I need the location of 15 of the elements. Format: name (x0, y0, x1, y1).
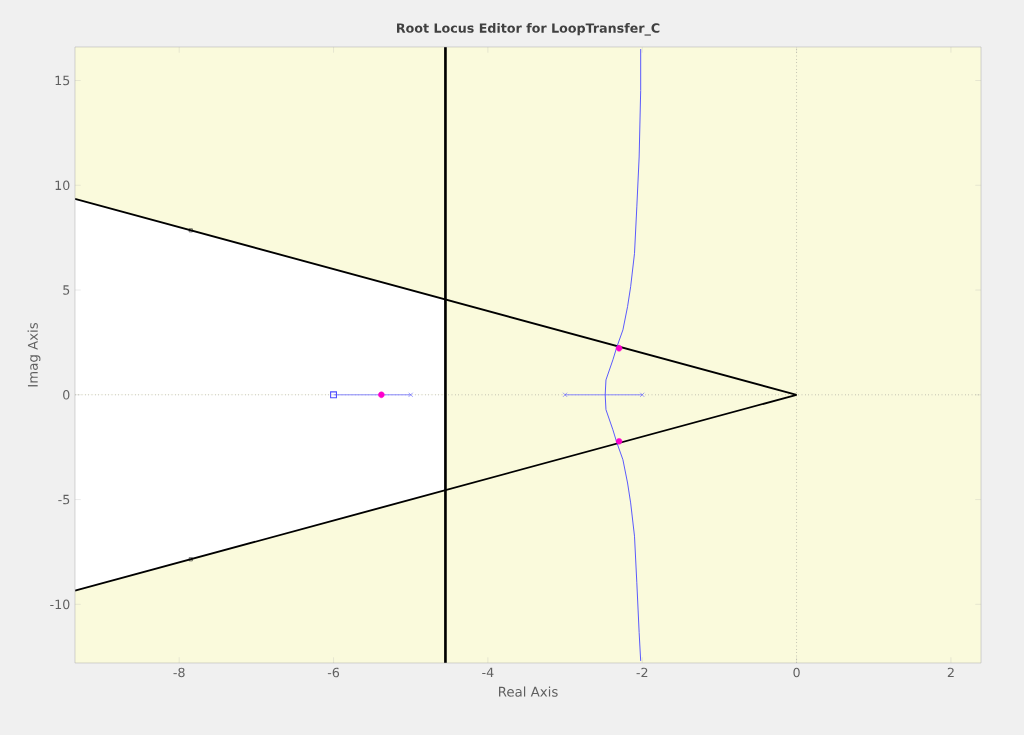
x-tick-label: -6 (327, 667, 340, 678)
x-tick-label: -8 (173, 667, 185, 678)
chart-title: Root Locus Editor for LoopTransfer_C (397, 23, 660, 36)
x-tick-label: -4 (482, 667, 494, 677)
y-tick-label: -10 (50, 599, 70, 610)
y-tick-label: 0 (63, 390, 70, 400)
x-tick-label: 2 (947, 667, 954, 678)
x-tick-label: 0 (793, 667, 800, 678)
y-tick-label: 10 (55, 180, 70, 191)
x-tick-label: -2 (636, 667, 648, 678)
y-tick-label: -5 (58, 494, 70, 505)
y-tick-label: 5 (63, 285, 70, 295)
y-axis-title: Imag Axis (27, 322, 41, 387)
x-axis-title: Real Axis (499, 686, 558, 697)
y-tick-label: 15 (55, 75, 70, 86)
